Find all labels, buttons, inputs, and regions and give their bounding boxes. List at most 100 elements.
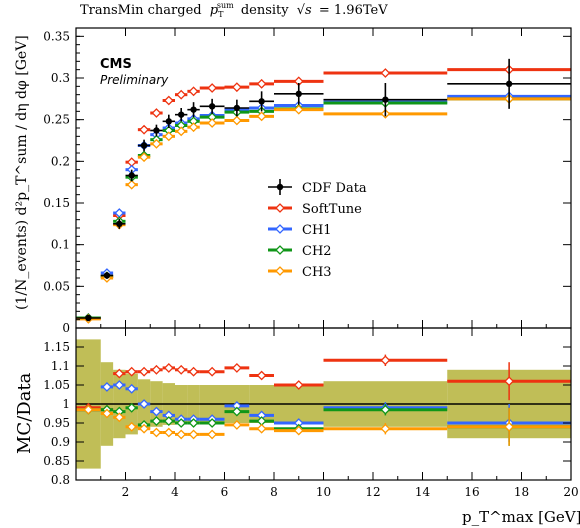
data-point-ch2 [275, 245, 285, 255]
main-y-axis-label: (1/N_events) d²p_T^sum / dη dφ [GeV] [14, 35, 30, 310]
data-point-softtune [114, 368, 125, 379]
data-point-ch1 [139, 399, 149, 409]
data-point-ch3 [139, 423, 149, 434]
legend-label: CDF Data [302, 181, 367, 196]
data-point-cdf [233, 104, 241, 112]
data-point-ch3 [114, 412, 125, 423]
data-point-ch3 [126, 421, 137, 432]
data-point-softtune [275, 203, 285, 213]
data-point-ch2 [188, 418, 199, 428]
y-tick-label: 0 [62, 321, 70, 335]
data-point-softtune [139, 124, 149, 135]
data-point-softtune [151, 108, 162, 118]
data-point-ch3 [207, 118, 218, 128]
ratio-y-tick-label: 1.1 [51, 359, 70, 373]
data-point-ch1 [151, 406, 162, 417]
data-point-cdf [128, 172, 135, 179]
x-tick-label: 18 [514, 485, 529, 499]
data-point-ch3 [102, 408, 112, 419]
data-point-softtune [293, 380, 304, 390]
data-point-softtune [188, 366, 199, 377]
data-point-cdf [295, 90, 302, 98]
x-tick-label: 6 [221, 485, 229, 499]
data-point-ch3 [256, 423, 267, 434]
legend-label: CH3 [302, 265, 332, 280]
data-point-cdf [116, 220, 123, 228]
x-tick-label: 2 [122, 485, 130, 499]
y-tick-label: 0.15 [43, 196, 70, 210]
data-point-softtune [207, 366, 218, 377]
data-point-cdf [153, 127, 160, 134]
data-point-softtune [139, 366, 149, 377]
data-point-softtune [163, 95, 174, 106]
data-point-softtune [207, 83, 218, 93]
x-tick-label: 14 [415, 485, 431, 499]
ratio-y-tick-label: 1 [62, 397, 70, 411]
data-point-ch3 [176, 126, 187, 137]
ratio-y-tick-label: 0.95 [43, 416, 70, 430]
data-point-softtune [293, 76, 304, 87]
data-point-cdf [258, 98, 265, 105]
data-point-softtune [256, 78, 267, 89]
cms-label: CMS [100, 57, 132, 72]
data-point-cdf [382, 96, 389, 103]
data-point-ch3 [139, 152, 149, 163]
data-point-cdf [505, 80, 513, 88]
data-point-ch2 [256, 416, 267, 427]
data-point-cdf [140, 142, 148, 149]
data-point-ch2 [176, 418, 187, 428]
ratio-y-tick-label: 0.85 [43, 454, 70, 468]
data-point-ch3 [163, 131, 174, 142]
data-point-ch2 [231, 406, 242, 417]
legend-label: CH2 [302, 244, 332, 259]
ratio-y-axis-label: MC/Data [14, 372, 35, 454]
data-point-softtune [188, 86, 199, 97]
data-point-softtune [151, 364, 162, 375]
ratio-panel: 0.8 0.85 0.9 0.95 1 1.05 1.1 1.15 2 4 6 8 10 12 14 16 18… [43, 28, 579, 499]
data-point-softtune [163, 362, 174, 373]
data-point-ch1 [102, 381, 112, 392]
ratio-y-tick-label: 1.15 [43, 340, 70, 354]
data-point-ch3 [293, 104, 304, 115]
data-point-ch3 [231, 419, 242, 430]
ratio-y-tick-label: 1.05 [43, 378, 70, 392]
data-point-ch3 [151, 138, 162, 149]
data-point-softtune [126, 366, 137, 377]
x-tick-label: 16 [464, 485, 479, 499]
data-point-ch3 [188, 429, 199, 440]
data-point-ch3 [176, 429, 187, 440]
data-point-softtune [176, 89, 187, 100]
data-point-ch2 [380, 404, 391, 415]
data-point-ch3 [126, 179, 137, 190]
data-point-ch3 [231, 115, 242, 126]
x-tick-label: 10 [316, 485, 331, 499]
data-point-cdf [103, 272, 111, 279]
ratio-y-tick-label: 0.8 [51, 473, 70, 487]
data-point-ch3 [293, 425, 304, 436]
data-point-ch2 [207, 418, 218, 428]
data-point-ch2 [126, 402, 137, 413]
data-point-cdf [208, 103, 216, 110]
x-tick-label: 8 [270, 485, 278, 499]
y-tick-label: 0.35 [43, 29, 70, 43]
data-point-ch3 [380, 423, 391, 434]
data-point-ch3 [151, 427, 162, 438]
data-point-softtune [231, 82, 242, 93]
data-point-ch3 [188, 122, 199, 133]
data-point-ch2 [151, 416, 162, 427]
legend-label: CH1 [302, 223, 332, 238]
ratio-y-tick-label: 0.9 [51, 435, 70, 449]
data-point-ch3 [83, 404, 94, 415]
data-point-softtune [126, 157, 137, 168]
data-point-cdf [165, 118, 173, 125]
data-point-softtune [380, 68, 391, 78]
main-panel: 0 0.05 0.1 0.15 0.2 0.25 0.3 0.35 [43, 27, 572, 335]
preliminary-label: Preliminary [100, 73, 169, 87]
data-point-cdf [276, 183, 284, 191]
data-point-softtune [176, 364, 187, 375]
y-tick-label: 0.25 [43, 113, 70, 127]
data-point-cdf [177, 111, 185, 118]
data-point-ch3 [504, 421, 515, 432]
chart-title: TransMin charged pTsum density √s = 1.96… [80, 0, 388, 19]
